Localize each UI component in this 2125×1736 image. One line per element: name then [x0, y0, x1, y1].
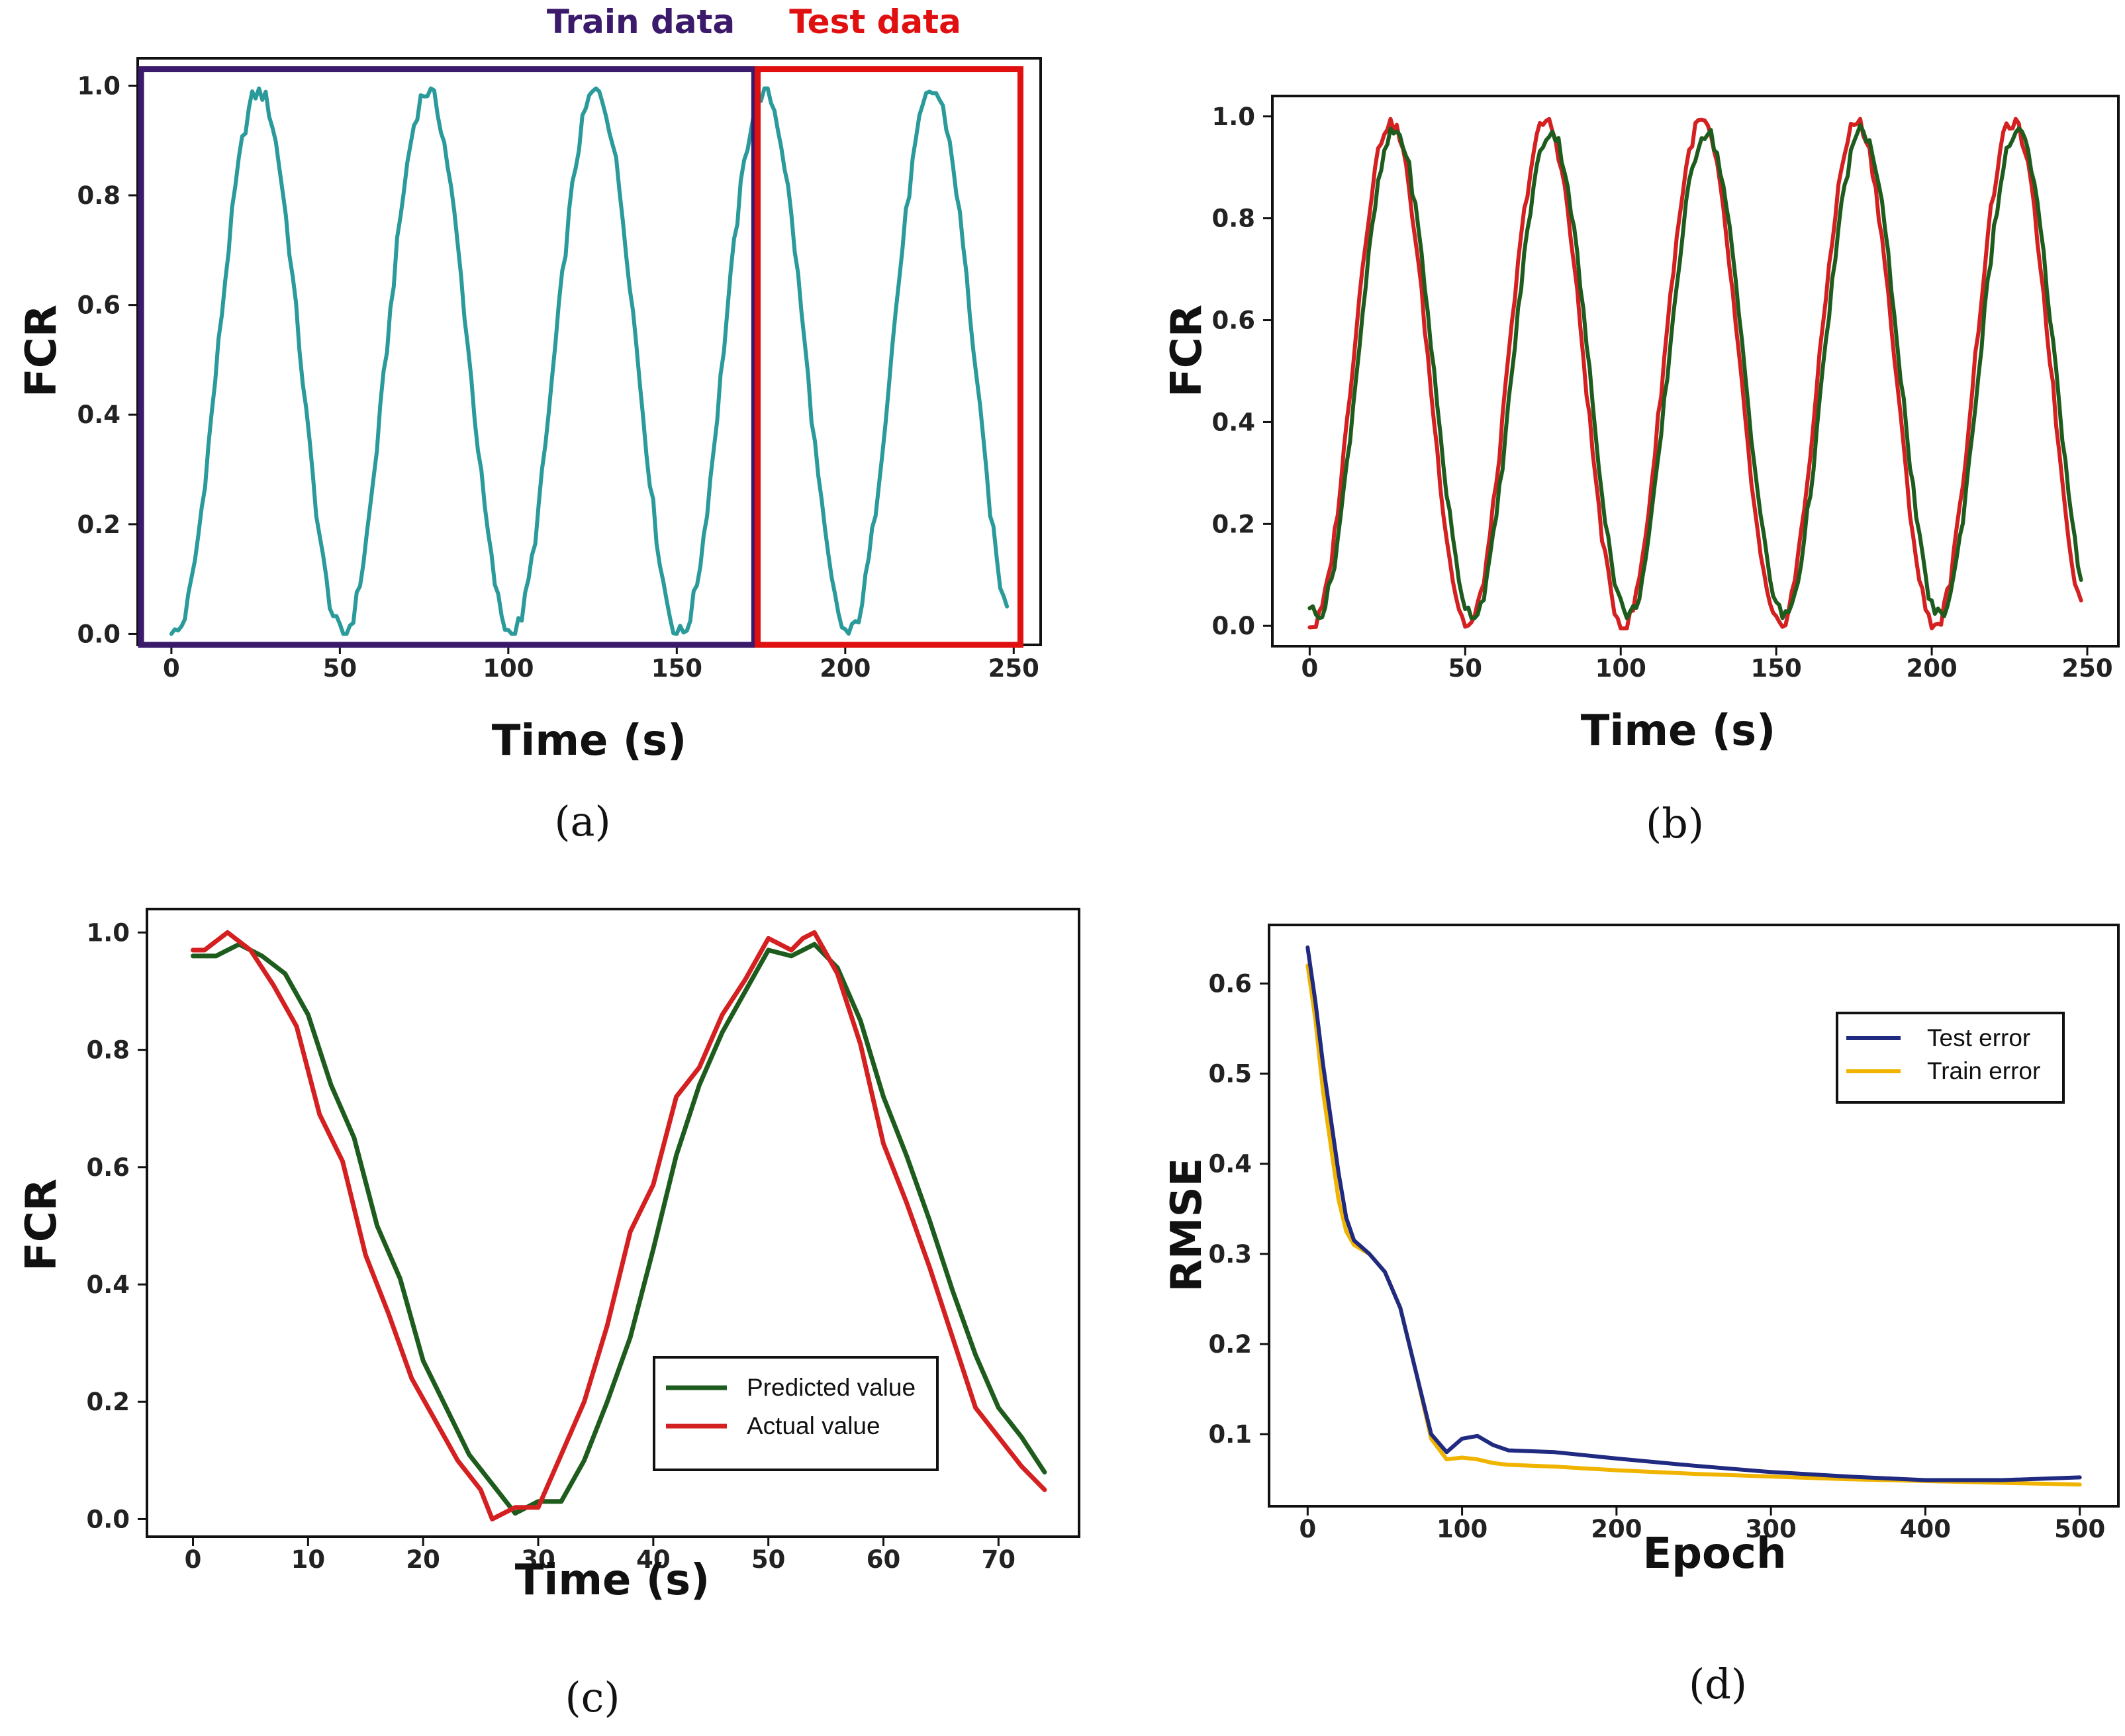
- y-tick-label: 0.4: [1211, 408, 1255, 436]
- series-line-predicted: [1307, 123, 2083, 620]
- x-tick-label: 50: [323, 654, 357, 683]
- x-tick-label: 150: [1751, 654, 1802, 683]
- series-line-train-error: [1305, 963, 2082, 1487]
- x-axis-label: Epoch: [1643, 1529, 1787, 1578]
- plot-frame: [1271, 95, 2120, 648]
- x-tick-label: 300: [1746, 1515, 1797, 1543]
- x-tick-label: 100: [1595, 654, 1646, 683]
- x-tick-label: 250: [2061, 654, 2112, 683]
- train-data-label: Train data: [547, 3, 735, 41]
- panel-c: 0 10 20 30 40 50 60 70 0.0 0.2 0.4 0.6 0.8 1.0 Time (s…: [17, 908, 1080, 1721]
- x-tick-label: 200: [820, 654, 871, 683]
- legend-label: Predicted value: [747, 1374, 916, 1401]
- y-axis-label: FCR: [17, 305, 66, 397]
- series-line-predicted-value: [191, 941, 1047, 1516]
- y-tick-label: 0.4: [77, 401, 120, 429]
- y-tick-label: 0.6: [77, 291, 120, 320]
- y-tick-label: 0.6: [1211, 307, 1255, 335]
- panel-caption: (a): [554, 797, 610, 845]
- series-line-actual: [1307, 117, 2083, 631]
- y-tick-label: 0.0: [1211, 612, 1255, 640]
- y-tick-label: 0.2: [77, 510, 120, 539]
- y-axis-label: FCR: [17, 1179, 66, 1271]
- legend-label: Test error: [1927, 1024, 2030, 1051]
- panel-caption: (b): [1646, 799, 1704, 847]
- x-axis-label: Time (s): [492, 716, 687, 765]
- panel-caption: (d): [1689, 1660, 1747, 1708]
- series-line-fcr: [169, 86, 1010, 636]
- y-axis-label: RMSE: [1162, 1158, 1211, 1292]
- x-axis-label: Time (s): [515, 1556, 710, 1605]
- x-tick-label: 20: [406, 1545, 440, 1574]
- x-tick-label: 200: [1591, 1515, 1642, 1543]
- panel-caption: (c): [565, 1673, 620, 1721]
- legend-label: Actual value: [747, 1412, 880, 1439]
- y-tick-label: 1.0: [77, 72, 120, 100]
- x-tick-label: 100: [483, 654, 534, 683]
- test-data-label: Test data: [789, 3, 961, 41]
- y-axis-label: FCR: [1162, 305, 1211, 397]
- plot-frame: [1268, 924, 2120, 1508]
- legend-box: [1836, 1012, 2065, 1104]
- x-tick-label: 250: [988, 654, 1039, 683]
- y-tick-label: 0.1: [1208, 1420, 1252, 1449]
- y-tick-label: 0.2: [86, 1388, 130, 1416]
- x-tick-label: 150: [651, 654, 702, 683]
- y-tick-label: 0.2: [1208, 1330, 1252, 1359]
- plot-frame: [136, 57, 1042, 646]
- x-tick-label: 50: [751, 1545, 786, 1574]
- y-tick-label: 1.0: [1211, 103, 1255, 131]
- y-tick-label: 0.8: [77, 181, 120, 210]
- legend-label: Train error: [1927, 1057, 2040, 1085]
- x-tick-label: 100: [1437, 1515, 1488, 1543]
- x-tick-label: 500: [2054, 1515, 2105, 1543]
- test-data-region: [754, 66, 1023, 648]
- x-tick-label: 0: [185, 1545, 202, 1574]
- x-tick-label: 200: [1906, 654, 1957, 683]
- y-tick-label: 0.4: [1208, 1150, 1252, 1179]
- y-tick-label: 0.8: [86, 1036, 130, 1065]
- x-axis-label: Time (s): [1581, 706, 1776, 755]
- y-tick-label: 0.0: [77, 620, 120, 648]
- y-tick-label: 0.2: [1211, 510, 1255, 538]
- x-tick-label: 40: [636, 1545, 671, 1574]
- x-tick-label: 70: [982, 1545, 1016, 1574]
- x-tick-label: 0: [163, 654, 180, 683]
- y-tick-label: 0.6: [1208, 969, 1252, 998]
- series-line-test-error: [1305, 945, 2082, 1482]
- series-line-actual-value: [191, 930, 1047, 1521]
- x-tick-label: 0: [1301, 654, 1319, 683]
- y-tick-label: 0.0: [86, 1505, 130, 1533]
- y-tick-label: 0.6: [86, 1153, 130, 1182]
- panel-a: 0 50 100 150 200 250 0.0 0.2 0.4 0.6 0.8 1.0 Time (s…: [17, 3, 1042, 845]
- y-tick-label: 0.5: [1208, 1060, 1252, 1088]
- plot-frame: [146, 908, 1080, 1538]
- x-tick-label: 10: [291, 1545, 326, 1574]
- y-tick-label: 0.4: [86, 1271, 130, 1299]
- y-tick-label: 1.0: [86, 918, 130, 947]
- y-tick-label: 0.8: [1211, 205, 1255, 233]
- panel-d: 0 100 200 300 400 500 0.1 0.2 0.3 0.4 0.5 0.6 Epoch R…: [1162, 924, 2120, 1708]
- panel-b: 0 50 100 150 200 250 0.0 0.2 0.4 0.6 0.8 1.0 Time (s…: [1162, 95, 2120, 847]
- x-tick-label: 0: [1299, 1515, 1316, 1543]
- legend-box: [653, 1356, 939, 1471]
- train-data-region: [138, 66, 757, 648]
- y-tick-label: 0.3: [1208, 1240, 1252, 1269]
- x-tick-label: 400: [1900, 1515, 1951, 1543]
- x-tick-label: 60: [867, 1545, 901, 1574]
- x-tick-label: 50: [1448, 654, 1483, 683]
- x-tick-label: 30: [521, 1545, 555, 1574]
